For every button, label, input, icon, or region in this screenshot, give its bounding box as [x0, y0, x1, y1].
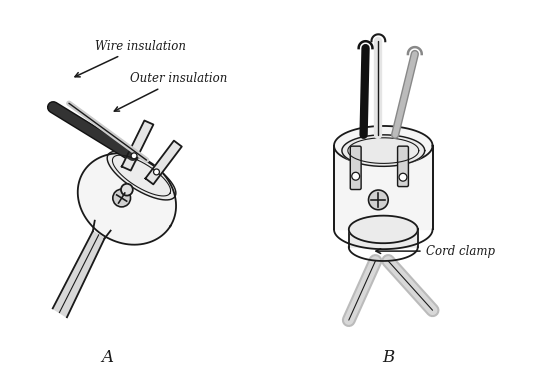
Polygon shape: [122, 121, 154, 170]
Ellipse shape: [131, 153, 137, 159]
Polygon shape: [107, 151, 176, 200]
Polygon shape: [349, 215, 418, 243]
Text: B: B: [382, 349, 394, 366]
Text: Wire insulation: Wire insulation: [75, 40, 186, 77]
Circle shape: [113, 189, 131, 207]
Circle shape: [399, 173, 407, 181]
Text: A: A: [101, 349, 113, 366]
Text: Cord clamp: Cord clamp: [376, 244, 495, 257]
Polygon shape: [342, 135, 425, 167]
Circle shape: [121, 184, 133, 196]
FancyBboxPatch shape: [350, 146, 361, 189]
Circle shape: [351, 172, 360, 180]
Text: Outer insulation: Outer insulation: [114, 72, 227, 111]
Polygon shape: [53, 231, 104, 317]
Ellipse shape: [154, 169, 159, 175]
Polygon shape: [334, 126, 433, 165]
Polygon shape: [146, 141, 182, 185]
FancyBboxPatch shape: [398, 146, 408, 186]
Polygon shape: [334, 146, 433, 230]
Polygon shape: [349, 230, 418, 247]
Circle shape: [369, 190, 388, 210]
Polygon shape: [78, 153, 176, 245]
